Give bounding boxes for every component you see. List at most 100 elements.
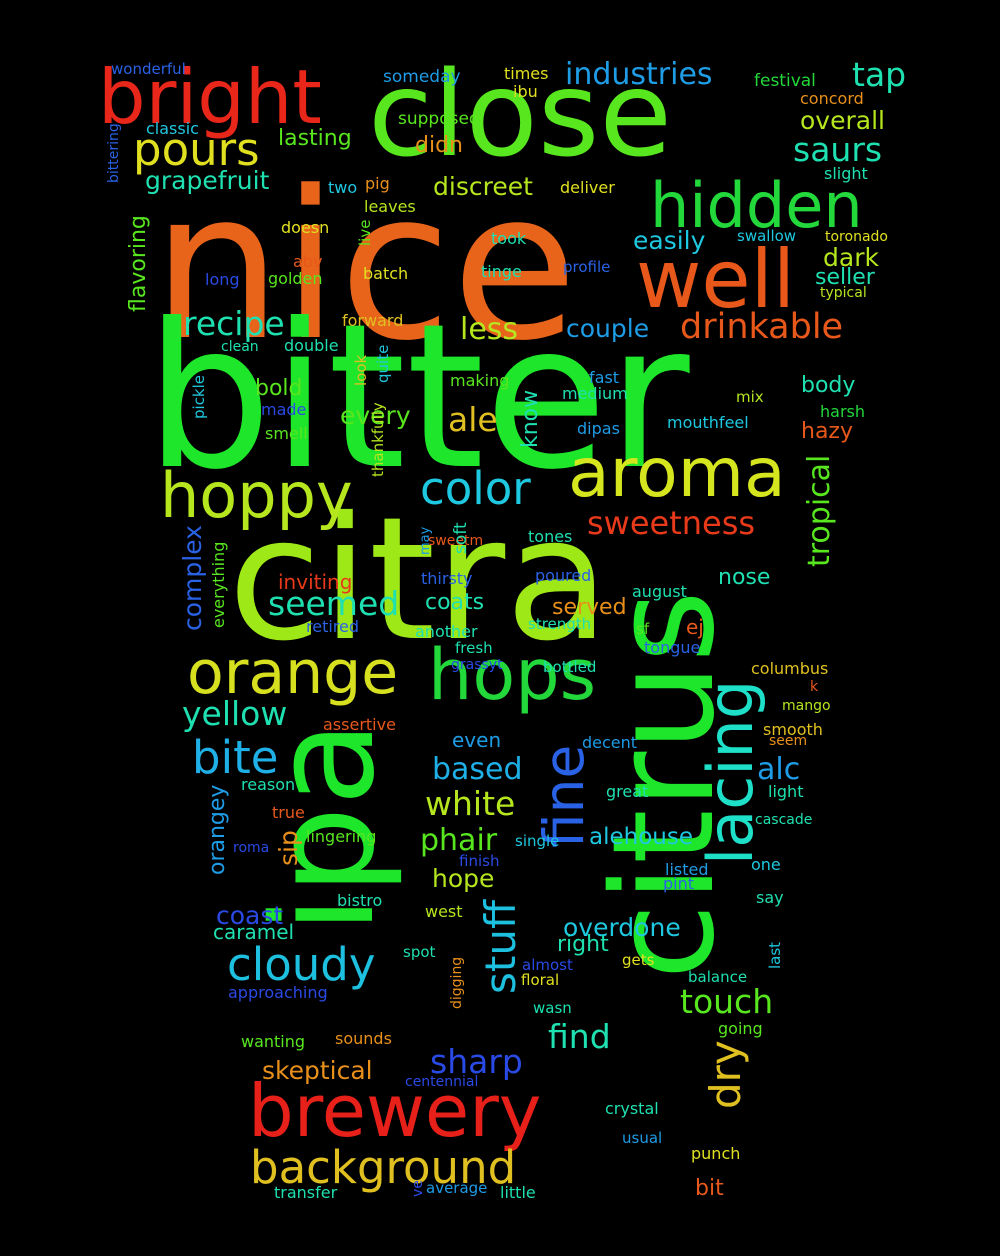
word-based: based — [432, 752, 523, 787]
word-sounds: sounds — [335, 1029, 392, 1048]
word-toronado: toronado — [825, 229, 888, 245]
word-nice: nice — [152, 148, 578, 386]
word-didn: didn — [415, 133, 463, 158]
word-profile: profile — [563, 258, 611, 276]
word-citra: citra — [228, 481, 610, 679]
word-going: going — [718, 1019, 763, 1038]
word-inviting: inviting — [278, 570, 353, 594]
word-served: served — [552, 595, 627, 620]
word-harsh: harsh — [820, 402, 865, 421]
word-last: last — [766, 941, 784, 969]
word-long: long — [205, 270, 240, 289]
word-mouthfeel: mouthfeel — [667, 413, 749, 432]
word-pint: pint — [663, 874, 695, 893]
word-orangey: orangey — [205, 784, 230, 875]
word-fresh: fresh — [455, 639, 493, 657]
word-lacing: lacing — [694, 679, 767, 865]
word-ve: ve — [410, 1180, 426, 1197]
word-usual: usual — [622, 1129, 663, 1147]
word-k: k — [810, 679, 819, 695]
word-soft: soft — [451, 522, 471, 554]
word-grapefruit: grapefruit — [145, 166, 270, 195]
word-drinkable: drinkable — [680, 307, 844, 347]
word-tropical: tropical — [802, 454, 837, 567]
word-true: true — [272, 803, 305, 822]
word-close: close — [368, 45, 672, 183]
word-brewery: brewery — [248, 1069, 542, 1153]
word-swallow: swallow — [737, 227, 797, 245]
word-couple: couple — [566, 314, 650, 343]
word-tongue: tongue — [644, 638, 701, 657]
word-tones: tones — [528, 527, 573, 546]
word-hazy: hazy — [801, 419, 853, 444]
word-every: every — [340, 401, 411, 430]
word-tinge: tinge — [481, 262, 522, 281]
word-look: look — [352, 354, 370, 386]
word-lasting: lasting — [278, 126, 352, 151]
word-took: took — [491, 229, 527, 248]
word-mix: mix — [736, 388, 764, 406]
word-batch: batch — [363, 264, 409, 283]
word-cloudy: cloudy — [227, 938, 376, 991]
word-sf: sf — [636, 620, 650, 638]
word-centennial: centennial — [405, 1074, 479, 1090]
word-smell: smell — [265, 424, 308, 443]
word-white: white — [425, 784, 516, 823]
word-poured: poured — [535, 566, 592, 585]
word-hidden: hidden — [650, 169, 863, 242]
word-concord: concord — [800, 89, 864, 108]
word-bitter: bitter — [145, 281, 690, 514]
word-know: know — [518, 389, 543, 448]
word-orange: orange — [187, 638, 399, 708]
word-pig: pig — [365, 174, 390, 193]
word-alc: alc — [757, 752, 801, 787]
word-thirsty: thirsty — [421, 569, 473, 588]
word-easily: easily — [633, 226, 706, 255]
word-bottled: bottled — [543, 658, 597, 676]
word-color: color — [420, 462, 531, 515]
word-flavoring: flavoring — [126, 215, 151, 312]
word-spot: spot — [403, 943, 436, 961]
word-forward: forward — [342, 311, 404, 330]
word-columbus: columbus — [751, 659, 829, 678]
word-quite: quite — [374, 344, 392, 383]
word-wonderful: wonderful — [111, 60, 186, 78]
word-smooth: smooth — [763, 720, 823, 739]
word-gets: gets — [622, 951, 655, 969]
word-less: less — [460, 312, 519, 347]
word-fast: fast — [589, 368, 620, 387]
word-bit: bit — [695, 1176, 724, 1201]
word-august: august — [632, 582, 687, 601]
word-making: making — [450, 371, 510, 390]
word-doesn: doesn — [281, 218, 330, 237]
word-reason: reason — [241, 775, 296, 794]
word-sweetness: sweetness — [587, 504, 756, 542]
word-another: another — [415, 622, 478, 641]
word-background: background — [250, 1141, 517, 1194]
word-caramel: caramel — [213, 920, 295, 944]
word-bistro: bistro — [337, 891, 383, 910]
word-yellow: yellow — [182, 694, 288, 733]
word-someday: someday — [383, 67, 461, 87]
word-digging: digging — [449, 956, 465, 1009]
word-clean: clean — [221, 339, 259, 355]
word-listed: listed — [665, 860, 709, 879]
word-touch: touch — [680, 982, 774, 1021]
word-two: two — [328, 178, 358, 197]
word-seemed: seemed — [268, 584, 400, 623]
word-mango: mango — [782, 698, 831, 714]
word-wanting: wanting — [241, 1032, 306, 1051]
word-nose: nose — [718, 565, 771, 590]
word-one: one — [751, 855, 781, 874]
word-ej: ej — [686, 615, 704, 639]
word-typical: typical — [820, 285, 867, 301]
word-roma: roma — [233, 840, 270, 856]
word-recipe: recipe — [183, 304, 285, 343]
word-wasn: wasn — [533, 999, 572, 1017]
word-classic: classic — [146, 119, 199, 138]
word-bright: bright — [98, 53, 322, 141]
word-pickle: pickle — [190, 374, 208, 419]
word-assertive: assertive — [323, 715, 396, 734]
word-made: made — [261, 400, 307, 419]
